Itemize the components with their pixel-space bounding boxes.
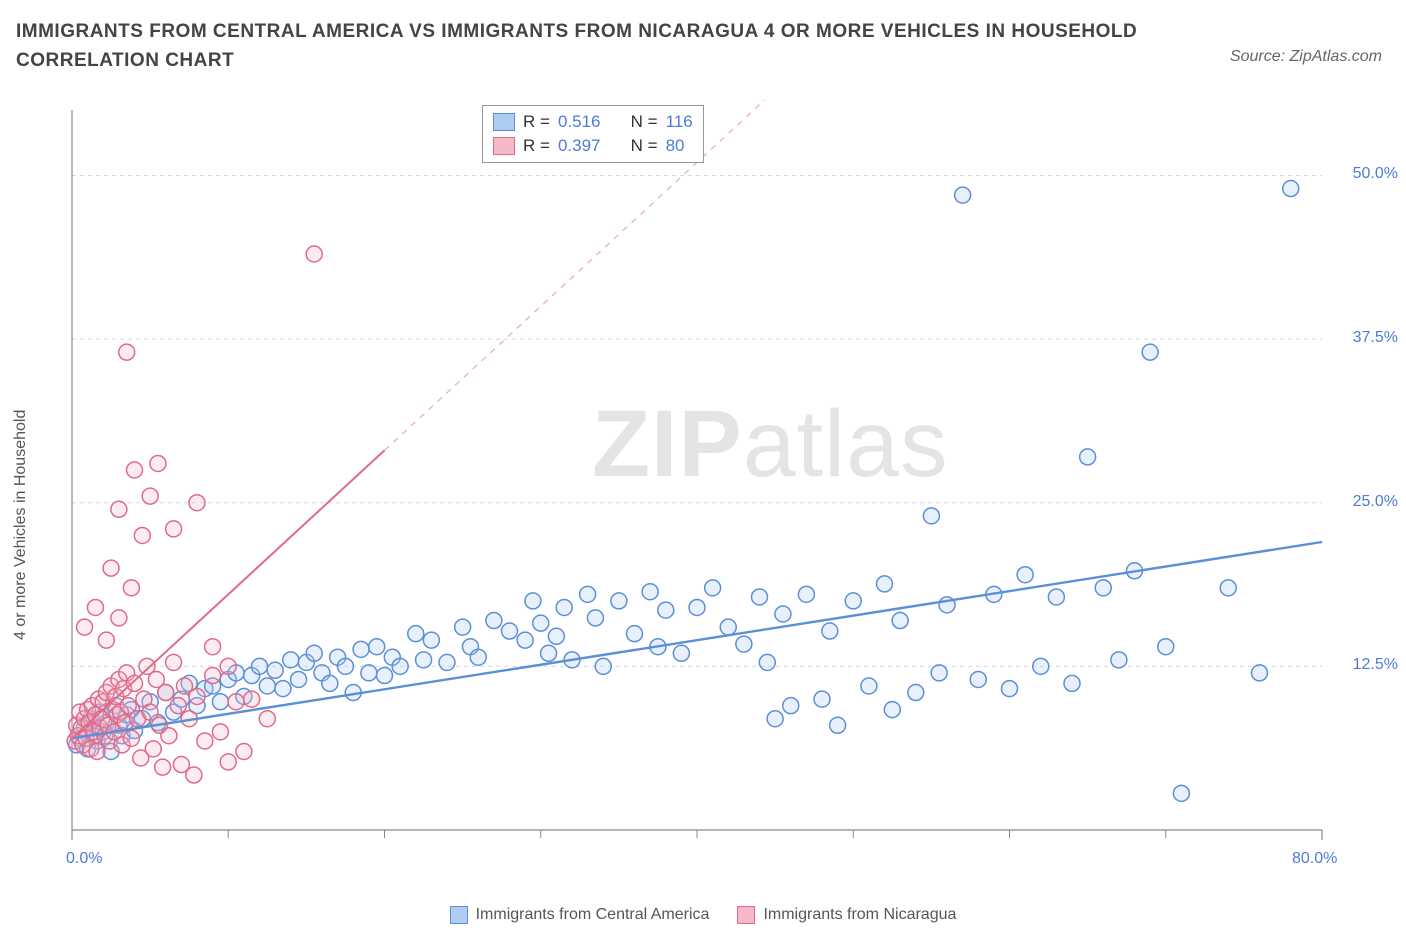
legend-swatch [493,137,515,155]
legend-swatch [493,113,515,131]
n-value: 80 [666,134,685,158]
y-tick-label-3: 50.0% [1328,165,1398,183]
chart-title: IMMIGRANTS FROM CENTRAL AMERICA VS IMMIG… [16,18,1186,75]
y-tick-label-2: 37.5% [1328,329,1398,347]
r-value: 0.397 [558,134,601,158]
y-tick-label-0: 12.5% [1328,656,1398,674]
source-name: ZipAtlas.com [1290,48,1382,65]
n-label: N = [631,110,658,134]
r-value: 0.516 [558,110,601,134]
n-value: 116 [666,110,693,134]
legend-swatch [737,906,755,924]
y-axis-label: 4 or more Vehicles in Household [12,410,30,640]
legend-item: Immigrants from Central America [450,906,710,924]
source-prefix: Source: [1230,48,1290,65]
legend-swatch [450,906,468,924]
source-attribution: Source: ZipAtlas.com [1230,48,1382,66]
x-tick-label-max: 80.0% [1292,850,1337,868]
series-legend: Immigrants from Central America Immigrant… [0,906,1406,924]
r-label: R = [523,134,550,158]
r-label: R = [523,110,550,134]
plot-svg [52,100,1374,870]
legend-item: Immigrants from Nicaragua [737,906,956,924]
scatter-plot: ZIPatlas R = 0.516 N = 116R = 0.397 N = … [52,100,1374,870]
x-tick-label-min: 0.0% [66,850,102,868]
n-label: N = [631,134,658,158]
correlation-legend-box: R = 0.516 N = 116R = 0.397 N = 80 [482,105,704,163]
legend-label: Immigrants from Central America [476,906,710,923]
correlation-legend-row: R = 0.397 N = 80 [493,134,693,158]
y-tick-label-1: 25.0% [1328,493,1398,511]
correlation-legend-row: R = 0.516 N = 116 [493,110,693,134]
legend-label: Immigrants from Nicaragua [763,906,956,923]
